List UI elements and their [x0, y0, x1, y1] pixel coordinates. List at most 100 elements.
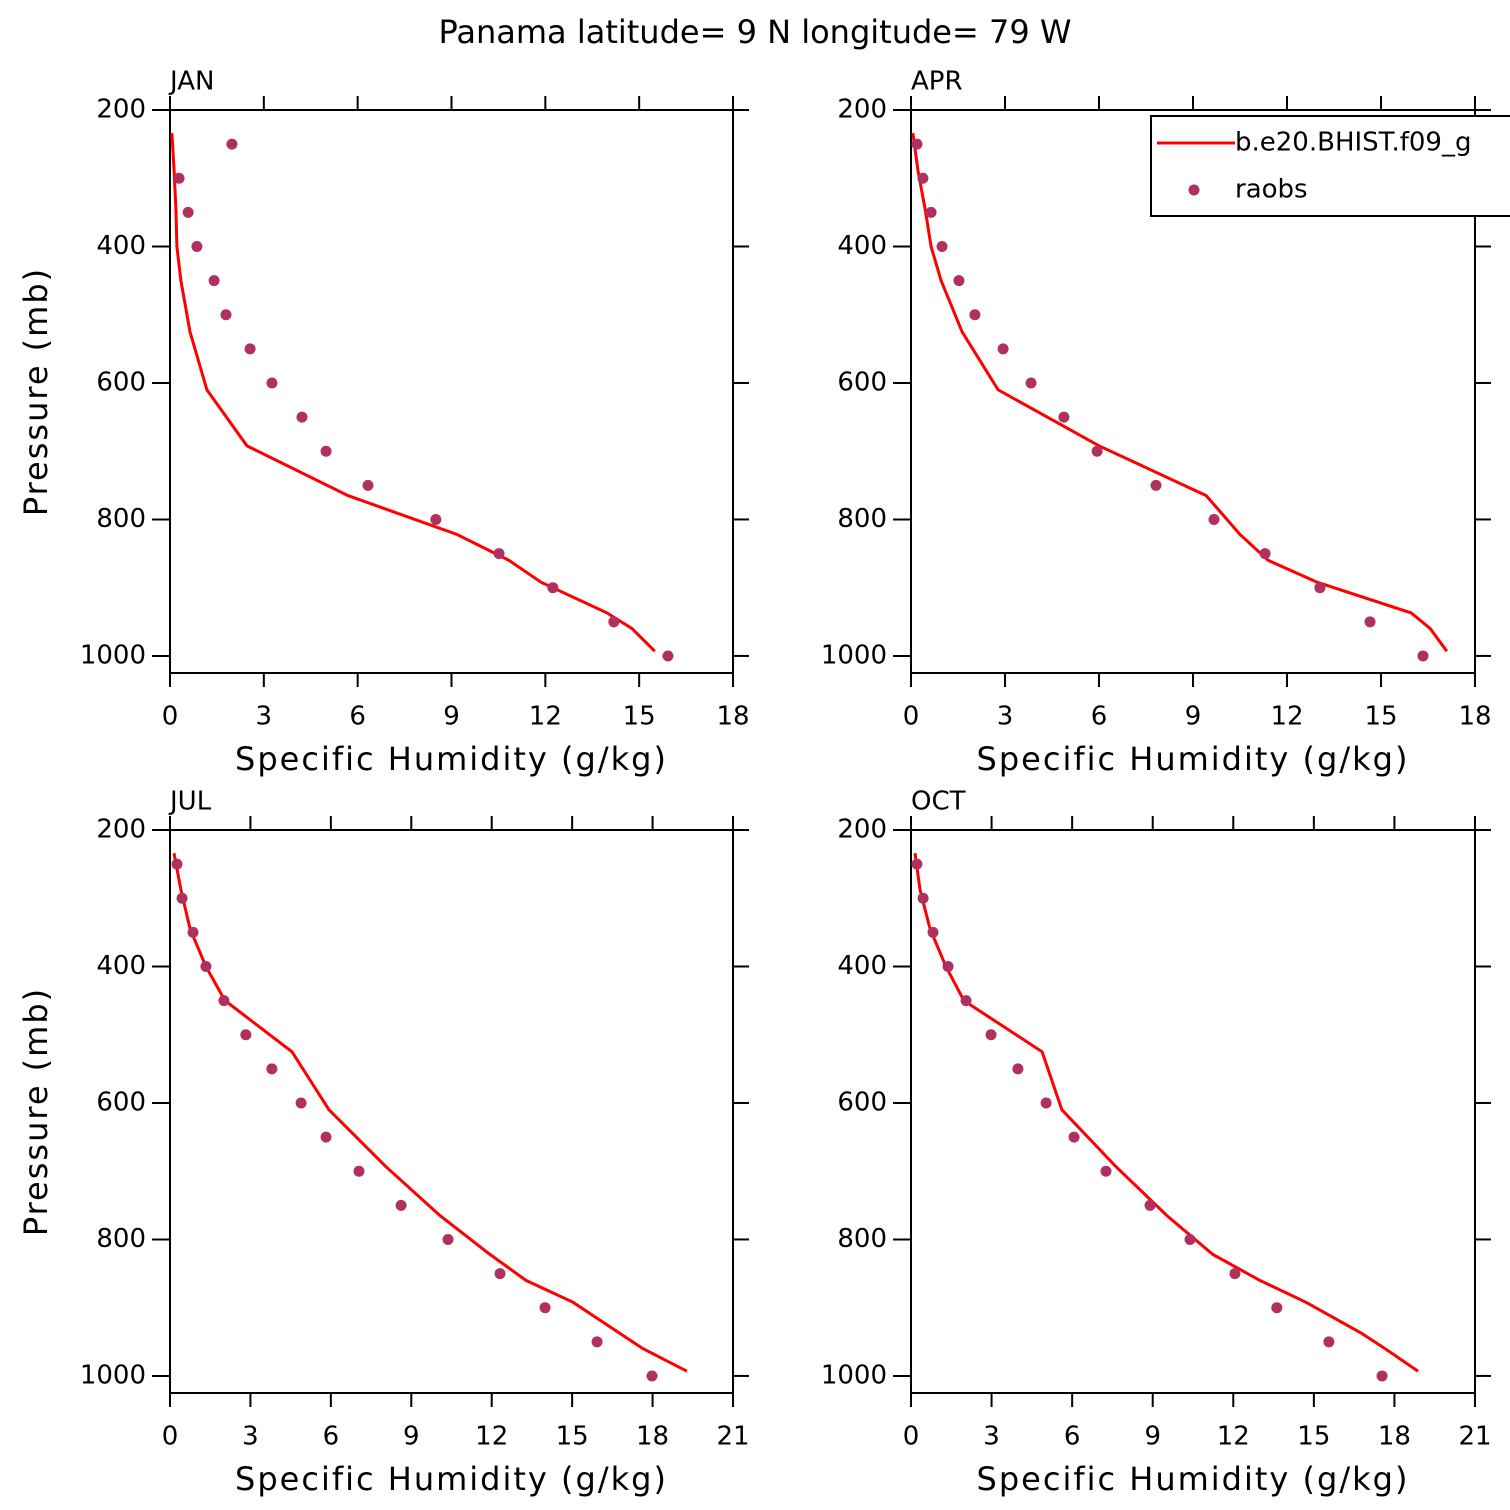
- obs-point: [494, 1268, 506, 1280]
- obs-point: [969, 309, 981, 321]
- obs-point: [925, 206, 937, 218]
- y-tick-label: 800: [837, 504, 887, 534]
- model-line: [911, 132, 1449, 653]
- obs-point: [927, 926, 939, 938]
- panel: APR 0 3 6 9 12 15 18 200 400 600 800 1000 Specific Hu…: [821, 67, 1510, 778]
- obs-point: [1208, 513, 1220, 525]
- obs-point: [244, 343, 256, 355]
- obs-point: [1012, 1063, 1024, 1075]
- obs-point: [1068, 1131, 1080, 1143]
- obs-point: [1091, 445, 1103, 457]
- y-tick-label: 800: [96, 1224, 146, 1254]
- x-tick-label: 0: [903, 702, 920, 732]
- plot-frame: [910, 829, 1476, 1394]
- obs-point: [362, 479, 374, 491]
- y-axis-label: Pressure (mb): [17, 987, 55, 1236]
- x-tick-label: 9: [1144, 1422, 1161, 1452]
- panel-title: APR: [911, 67, 963, 97]
- obs-point: [1271, 1302, 1283, 1314]
- obs-point: [1150, 479, 1162, 491]
- obs-point: [1144, 1199, 1156, 1211]
- y-axis-label: Pressure (mb): [17, 267, 55, 516]
- x-tick-label: 15: [1297, 1422, 1330, 1452]
- obs-point: [1040, 1097, 1052, 1109]
- y-tick-label: 200: [96, 815, 146, 845]
- obs-point: [1184, 1233, 1196, 1245]
- y-tick-label: 600: [96, 367, 146, 397]
- obs-point: [442, 1233, 454, 1245]
- model-line: [172, 852, 688, 1373]
- x-tick-label: 18: [636, 1422, 669, 1452]
- x-tick-label: 9: [1185, 702, 1202, 732]
- x-tick-label: 6: [349, 702, 366, 732]
- obs-point: [1376, 1370, 1388, 1382]
- obs-point: [547, 582, 559, 594]
- panel: OCT 0 3 6 9 12 15 18 21 200 400 600 800 1000 Specific …: [821, 787, 1492, 1499]
- obs-point: [320, 1131, 332, 1143]
- plot-frame: [169, 829, 734, 1394]
- x-tick-label: 6: [1091, 702, 1108, 732]
- y-tick-label: 800: [837, 1224, 887, 1254]
- x-tick-label: 6: [323, 1422, 340, 1452]
- obs-point: [1259, 548, 1271, 560]
- obs-point: [353, 1165, 365, 1177]
- obs-point: [591, 1336, 603, 1348]
- x-tick-label: 9: [443, 702, 460, 732]
- obs-point: [917, 892, 929, 904]
- x-tick-label: 18: [1458, 702, 1491, 732]
- x-tick-label: 15: [1364, 702, 1397, 732]
- obs-point: [266, 377, 278, 389]
- obs-point: [176, 892, 188, 904]
- obs-point: [608, 616, 620, 628]
- x-tick-label: 15: [556, 1422, 589, 1452]
- obs-point: [985, 1029, 997, 1041]
- x-tick-label: 18: [716, 702, 749, 732]
- obs-point: [226, 138, 238, 150]
- obs-point: [1364, 616, 1376, 628]
- y-tick-label: 600: [837, 1087, 887, 1117]
- y-tick-label: 200: [837, 815, 887, 845]
- y-tick-label: 1000: [821, 1360, 887, 1390]
- y-tick-label: 600: [837, 367, 887, 397]
- legend-box: [1150, 115, 1510, 217]
- obs-point: [266, 1063, 278, 1075]
- x-tick-label: 3: [997, 702, 1014, 732]
- y-tick-label: 1000: [80, 640, 146, 670]
- obs-point: [1100, 1165, 1112, 1177]
- y-tick-label: 200: [96, 95, 146, 125]
- obs-point: [1417, 650, 1429, 662]
- obs-point: [942, 960, 954, 972]
- obs-point: [1025, 377, 1037, 389]
- x-tick-label: 21: [716, 1422, 749, 1452]
- obs-point: [295, 1097, 307, 1109]
- y-tick-label: 600: [96, 1087, 146, 1117]
- obs-point: [430, 513, 442, 525]
- x-tick-label: 18: [1378, 1422, 1411, 1452]
- y-tick-label: 1000: [80, 1360, 146, 1390]
- y-tick-label: 1000: [821, 640, 887, 670]
- obs-point: [997, 343, 1009, 355]
- x-tick-label: 12: [475, 1422, 508, 1452]
- x-tick-label: 6: [1064, 1422, 1081, 1452]
- x-tick-label: 9: [403, 1422, 420, 1452]
- obs-point: [395, 1199, 407, 1211]
- y-tick-label: 800: [96, 504, 146, 534]
- panel-title: JAN: [168, 67, 214, 97]
- panel-title: JUL: [168, 787, 212, 817]
- x-tick-label: 3: [983, 1422, 1000, 1452]
- obs-point: [208, 275, 220, 287]
- obs-point: [1229, 1268, 1241, 1280]
- legend-label: raobs: [1235, 175, 1308, 205]
- model-line: [170, 133, 656, 653]
- x-axis-label: Specific Humidity (g/kg): [235, 740, 668, 778]
- page-title: Panama latitude= 9 N longitude= 79 W: [439, 13, 1072, 51]
- panel: JUL 0 3 6 9 12 15 18 21 200 400 600 800 1000 Specific …: [17, 787, 750, 1499]
- obs-point: [182, 206, 194, 218]
- obs-point: [953, 275, 965, 287]
- x-tick-label: 0: [162, 1422, 179, 1452]
- model-line: [913, 852, 1419, 1373]
- x-tick-label: 0: [903, 1422, 920, 1452]
- obs-point: [960, 995, 972, 1007]
